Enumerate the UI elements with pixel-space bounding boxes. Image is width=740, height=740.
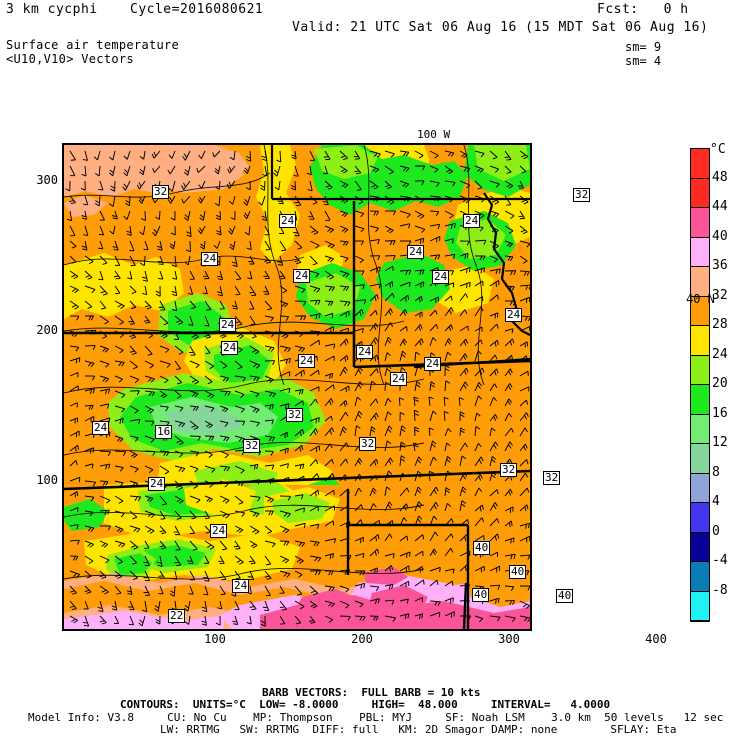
colorbar-segment xyxy=(691,591,709,621)
colorbar-tick-label: 8 xyxy=(712,464,720,480)
contour-label: 16 xyxy=(155,425,173,439)
colorbar-segment xyxy=(691,208,709,238)
contour-label: 24 xyxy=(298,354,316,368)
colorbar-tick-label: 16 xyxy=(712,405,728,421)
colorbar-tick-label: 24 xyxy=(712,346,728,362)
x-tick-300: 300 xyxy=(498,632,520,646)
colorbar-segment xyxy=(691,473,709,503)
contour-label: 32 xyxy=(243,439,261,453)
colorbar-segment xyxy=(691,532,709,562)
temperature-map[interactable] xyxy=(62,143,532,631)
contour-label: 40 xyxy=(473,541,491,555)
colorbar-segment xyxy=(691,267,709,297)
colorbar-segment xyxy=(691,385,709,415)
contour-label: 32 xyxy=(152,185,170,199)
colorbar-segment xyxy=(691,149,709,179)
colorbar-tick-label: 44 xyxy=(712,199,728,214)
contour-label: 24 xyxy=(407,245,425,259)
contour-label: 32 xyxy=(286,408,304,422)
colorbar-unit-label: °C xyxy=(710,142,726,157)
contour-label: 24 xyxy=(424,357,442,371)
colorbar-tick-label: 36 xyxy=(712,258,728,273)
valid-time: Valid: 21 UTC Sat 06 Aug 16 (15 MDT Sat … xyxy=(292,20,709,35)
contour-label: 24 xyxy=(505,308,523,322)
barb-legend: BARB VECTORS: FULL BARB = 10 kts xyxy=(262,686,481,699)
colorbar-tick-label: 0 xyxy=(712,523,720,539)
map-canvas xyxy=(64,145,530,629)
contour-legend: CONTOURS: UNITS=°C LOW= -8.0000 HIGH= 48… xyxy=(120,698,611,711)
x-tick-200: 200 xyxy=(351,632,373,646)
contour-label: 24 xyxy=(293,269,311,283)
colorbar-tick-label: 32 xyxy=(712,287,728,303)
colorbar-segment xyxy=(691,414,709,444)
contour-label: 24 xyxy=(148,477,166,491)
y-tick-100: 100 xyxy=(36,473,58,487)
y-tick-200: 200 xyxy=(36,323,58,337)
contour-label: 32 xyxy=(500,463,518,477)
x-tick-400: 400 xyxy=(645,632,667,646)
contour-label: 24 xyxy=(201,252,219,266)
colorbar-segment xyxy=(691,562,709,592)
contour-label: 24 xyxy=(279,214,297,228)
contour-label: 40 xyxy=(556,589,574,603)
smoothing-vector: sm= 4 xyxy=(625,54,662,68)
colorbar-tick-label: 40 xyxy=(712,228,728,244)
colorbar-tick-label: -4 xyxy=(712,553,728,568)
temperature-colorbar[interactable] xyxy=(690,148,710,622)
contour-label: 24 xyxy=(356,345,374,359)
colorbar-segment xyxy=(691,503,709,533)
forecast-hour: Fcst: 0 h xyxy=(597,2,689,17)
colorbar-segment xyxy=(691,296,709,326)
latitude-label: 40 N xyxy=(686,292,715,306)
field-title: Surface air temperature xyxy=(6,38,180,52)
contour-label: 32 xyxy=(543,471,561,485)
colorbar-tick-label: 48 xyxy=(712,169,728,185)
contour-label: 40 xyxy=(472,588,490,602)
smoothing-contour: sm= 9 xyxy=(625,40,662,54)
contour-label: 24 xyxy=(390,372,408,386)
contour-label: 32 xyxy=(359,437,377,451)
contour-label: 24 xyxy=(432,270,450,284)
colorbar-segment xyxy=(691,237,709,267)
contour-label: 24 xyxy=(463,214,481,228)
contour-label: 24 xyxy=(221,341,239,355)
contour-label: 24 xyxy=(232,579,250,593)
colorbar-segment xyxy=(691,178,709,208)
colorbar-tick-label: 12 xyxy=(712,435,728,450)
colorbar-segment xyxy=(691,326,709,356)
colorbar-tick-label: -8 xyxy=(712,582,728,598)
contour-label: 24 xyxy=(210,524,228,538)
colorbar-tick-label: 28 xyxy=(712,317,728,332)
model-name: 3 km cycphi xyxy=(6,2,98,17)
cycle-label: Cycle=2016080621 xyxy=(130,2,264,17)
contour-label: 40 xyxy=(509,565,527,579)
colorbar-tick-label: 4 xyxy=(712,494,720,509)
x-tick-100: 100 xyxy=(204,632,226,646)
colorbar-tick-label: 20 xyxy=(712,376,728,391)
contour-label: 22 xyxy=(168,609,186,623)
colorbar-segment xyxy=(691,444,709,474)
model-info-line2: LW: RRTMG SW: RRTMG DIFF: full KM: 2D Sm… xyxy=(160,723,677,736)
contour-label: 24 xyxy=(219,318,237,332)
contour-label: 32 xyxy=(573,188,591,202)
model-info-line1: Model Info: V3.8 CU: No Cu MP: Thompson … xyxy=(28,711,724,724)
contour-label: 24 xyxy=(92,421,110,435)
longitude-label: 100 W xyxy=(417,128,451,141)
y-tick-300: 300 xyxy=(36,173,58,187)
colorbar-segment xyxy=(691,355,709,385)
vector-field-label: <U10,V10> Vectors xyxy=(6,52,134,66)
